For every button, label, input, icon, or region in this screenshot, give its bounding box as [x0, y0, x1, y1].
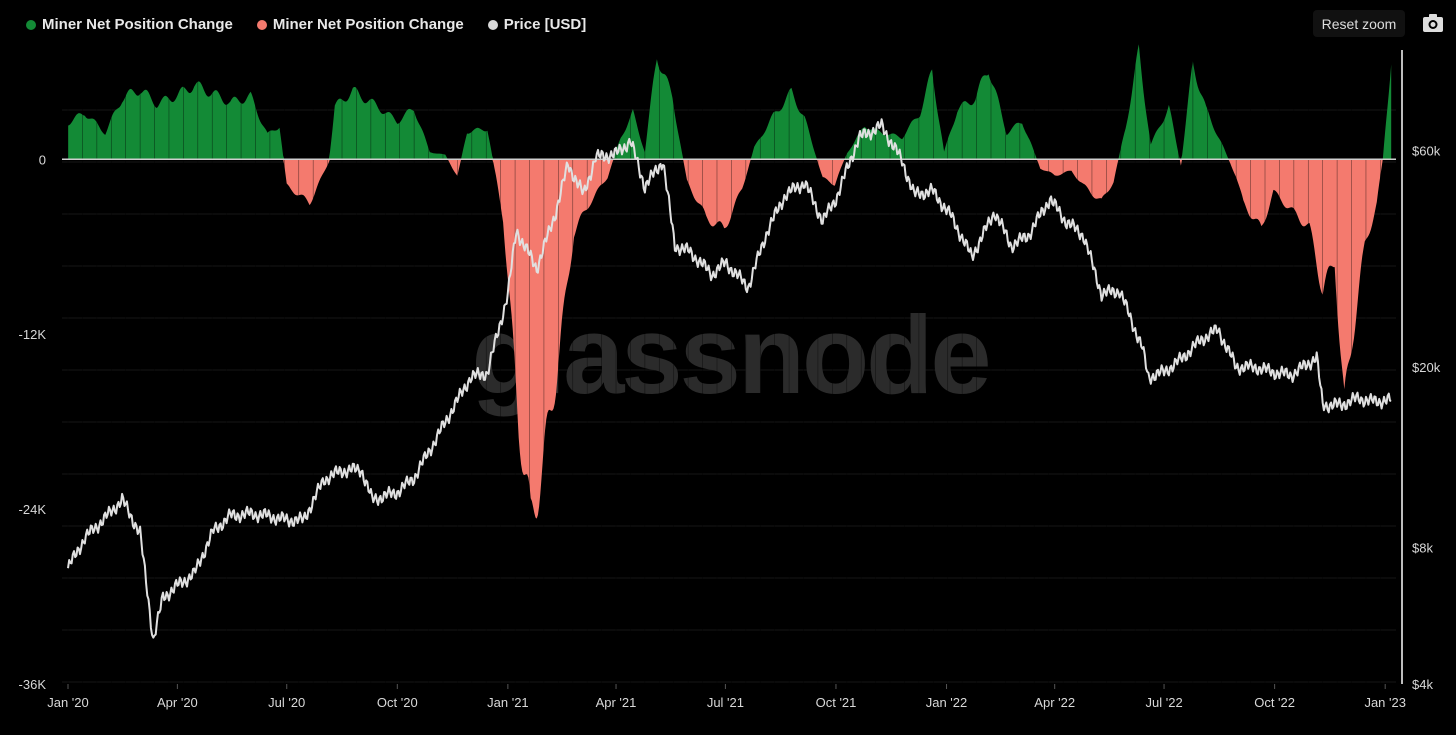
y-left-tick-label: 0	[39, 152, 46, 167]
chart-legend: Miner Net Position Change Miner Net Posi…	[26, 16, 586, 33]
y-right-tick-label: $8k	[1412, 541, 1433, 556]
legend-dot-white	[487, 19, 498, 30]
x-tick-label: Oct '20	[377, 695, 418, 710]
x-tick-label: Apr '22	[1034, 695, 1075, 710]
negative-area	[68, 159, 1392, 519]
x-axis: Jan '20 Apr '20 Jul '20 Oct '20 Jan '21 Apr '…	[47, 684, 1406, 710]
price-path	[67, 118, 1392, 639]
y-right-tick-label: $20k	[1412, 360, 1441, 375]
legend-dot-red	[256, 19, 267, 30]
x-tick-label: Jan '22	[926, 695, 968, 710]
net-position-areas	[67, 44, 1392, 684]
legend-item-net-position-positive[interactable]: Miner Net Position Change	[26, 16, 233, 33]
x-tick-label: Jan '20	[47, 695, 89, 710]
x-tick-label: Oct '22	[1254, 695, 1295, 710]
y-left-tick-label: -36K	[19, 677, 47, 692]
x-tick-label: Jan '23	[1364, 695, 1406, 710]
y-left-tick-label: -24K	[19, 502, 47, 517]
camera-icon[interactable]	[1421, 12, 1445, 34]
x-tick-label: Jul '20	[268, 695, 305, 710]
reset-zoom-button[interactable]: Reset zoom	[1313, 10, 1405, 37]
x-tick-label: Jan '21	[487, 695, 529, 710]
x-tick-label: Jul '21	[707, 695, 744, 710]
x-tick-label: Jul '22	[1146, 695, 1183, 710]
x-tick-label: Oct '21	[816, 695, 857, 710]
price-line	[67, 118, 1392, 639]
y-left-tick-label: -12K	[19, 327, 47, 342]
legend-label: Price [USD]	[503, 16, 587, 33]
legend-item-price[interactable]: Price [USD]	[487, 16, 587, 33]
x-tick-label: Apr '21	[596, 695, 637, 710]
y-right-tick-label: $4k	[1412, 677, 1433, 692]
y-right-tick-label: $60k	[1412, 144, 1441, 159]
legend-label: Miner Net Position Change	[272, 16, 464, 33]
legend-dot-green	[26, 19, 36, 30]
x-tick-label: Apr '20	[157, 695, 198, 710]
y-axis-left: 0 -12K -24K -36K	[19, 152, 47, 692]
legend-label: Miner Net Position Change	[42, 16, 233, 33]
y-axis-right: $60k $20k $8k $4k	[1412, 144, 1441, 692]
positive-area	[68, 44, 1392, 160]
legend-item-net-position-negative[interactable]: Miner Net Position Change	[256, 16, 464, 33]
